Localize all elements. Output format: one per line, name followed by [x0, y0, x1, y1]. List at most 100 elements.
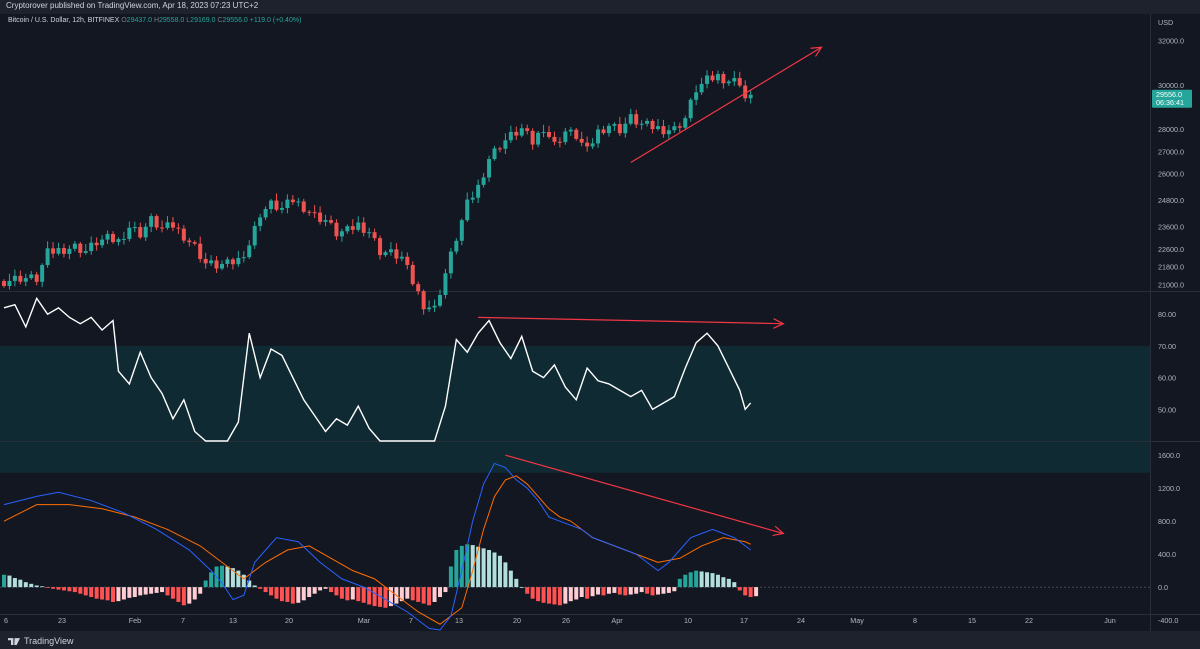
- macd-histogram-bar: [72, 587, 77, 593]
- tradingview-logo-icon: [8, 638, 20, 646]
- price-panel[interactable]: [2, 70, 753, 315]
- candle-body: [612, 124, 617, 126]
- candle-body: [83, 251, 88, 253]
- macd-histogram-bar: [160, 587, 165, 593]
- macd-histogram-bar: [2, 574, 6, 588]
- macd-histogram-bar: [323, 587, 328, 589]
- candle-body: [187, 240, 192, 243]
- macd-histogram-bar: [754, 587, 759, 597]
- candle-body: [345, 226, 350, 232]
- macd-histogram-bar: [541, 587, 546, 603]
- macd-histogram-bar: [557, 587, 562, 606]
- macd-histogram-bar: [252, 585, 257, 588]
- candle-body: [94, 242, 99, 246]
- time-tick-label: 10: [684, 616, 692, 625]
- candle-body: [743, 85, 748, 99]
- candle-body: [530, 130, 535, 145]
- macd-histogram-bar: [339, 587, 344, 599]
- macd-histogram-bar: [127, 587, 132, 598]
- candle-body: [51, 248, 56, 254]
- candle-body: [645, 120, 650, 124]
- macd-histogram-bar: [230, 568, 235, 588]
- macd-histogram-bar: [356, 587, 361, 602]
- macd-histogram-bar: [329, 587, 333, 593]
- time-tick-label: 13: [229, 616, 237, 625]
- candle-body: [421, 291, 426, 310]
- candle-body: [72, 243, 77, 249]
- macd-histogram-bar: [187, 587, 192, 604]
- candle-body: [29, 274, 34, 279]
- time-tick-label: May: [850, 616, 864, 625]
- price-tick-label: 27000.0: [1158, 147, 1184, 156]
- candle-body: [683, 118, 688, 128]
- time-axis[interactable]: 6 23 Feb 7 13 20 Mar 7 13 20 26 Apr 10 17 24 May 8 15 22 Ju…: [4, 616, 1116, 625]
- candle-body: [552, 136, 557, 142]
- macd-histogram-bar: [154, 587, 159, 593]
- high-value: 29558.0: [159, 17, 185, 24]
- candle-body: [650, 120, 655, 130]
- macd-line: [3, 462, 751, 631]
- candle-body: [399, 256, 404, 259]
- candle-body: [127, 227, 132, 239]
- candle-body: [432, 305, 437, 308]
- candle-body: [252, 225, 257, 246]
- candle-body: [563, 131, 568, 143]
- candle-body: [23, 278, 28, 282]
- candle-body: [12, 275, 17, 281]
- candle-body: [105, 233, 110, 240]
- macd-histogram-bar: [443, 587, 448, 593]
- rsi-divergence-arrow-head: [773, 318, 785, 329]
- candle-body: [78, 243, 83, 253]
- macd-histogram-bar: [29, 583, 34, 588]
- candle-body: [661, 126, 666, 135]
- open-value: 29437.0: [126, 17, 152, 24]
- annotations: [478, 46, 823, 537]
- macd-histogram-bar: [220, 565, 224, 588]
- candle-body: [334, 222, 339, 237]
- macd-histogram-bar: [116, 587, 121, 602]
- macd-histogram-bar: [18, 579, 23, 588]
- macd-histogram-bar: [672, 587, 677, 592]
- macd-histogram-bar: [192, 587, 197, 600]
- price-trend-arrow-head: [810, 46, 823, 57]
- panel-backgrounds: [1150, 14, 1200, 631]
- price-tick-label: 24800.0: [1158, 196, 1184, 205]
- macd-histogram-bar: [421, 587, 426, 604]
- time-tick-label: Feb: [129, 616, 141, 625]
- macd-histogram-bar: [23, 582, 28, 588]
- macd-divergence-arrow: [505, 454, 784, 535]
- macd-histogram-bar: [399, 587, 404, 602]
- price-axis[interactable]: USD 21000.0 21800.0 22600.0 23600.0 24800.0 26…: [1152, 18, 1192, 625]
- bar-countdown: 06:36:41: [1156, 98, 1184, 107]
- candle-body: [547, 132, 551, 137]
- macd-histogram-bar: [285, 587, 290, 602]
- time-tick-label: Mar: [358, 616, 371, 625]
- macd-histogram-bar: [67, 587, 72, 592]
- rsi-panel[interactable]: [3, 296, 752, 442]
- candle-body: [497, 148, 502, 150]
- low-label: L: [186, 17, 191, 24]
- candle-body: [514, 131, 519, 136]
- macd-histogram-bar: [410, 587, 415, 601]
- macd-histogram-bar: [274, 587, 279, 599]
- candle-body: [296, 201, 301, 203]
- last-price-value: 29556.0: [1156, 90, 1182, 99]
- macd-histogram-bar: [497, 555, 502, 588]
- candle-body: [699, 83, 704, 93]
- symbol-legend: Bitcoin / U.S. Dollar, 12h, BITFINEX O29…: [8, 17, 301, 24]
- price-tick-label: 30000.0: [1158, 81, 1184, 90]
- candle-body: [220, 263, 224, 269]
- macd-tick-label: 800.0: [1158, 517, 1176, 526]
- macd-histogram-bar: [547, 587, 551, 604]
- macd-histogram-bar: [585, 587, 590, 599]
- rsi-divergence-arrow: [478, 316, 784, 325]
- macd-histogram-bar: [732, 582, 737, 588]
- tradingview-logo[interactable]: TradingView: [8, 636, 74, 646]
- candle-body: [230, 259, 235, 265]
- macd-panel[interactable]: [0, 462, 1150, 631]
- open-label: O: [121, 17, 127, 24]
- time-tick-label: 15: [968, 616, 976, 625]
- macd-histogram-bar: [476, 546, 481, 588]
- candle-body: [61, 248, 66, 254]
